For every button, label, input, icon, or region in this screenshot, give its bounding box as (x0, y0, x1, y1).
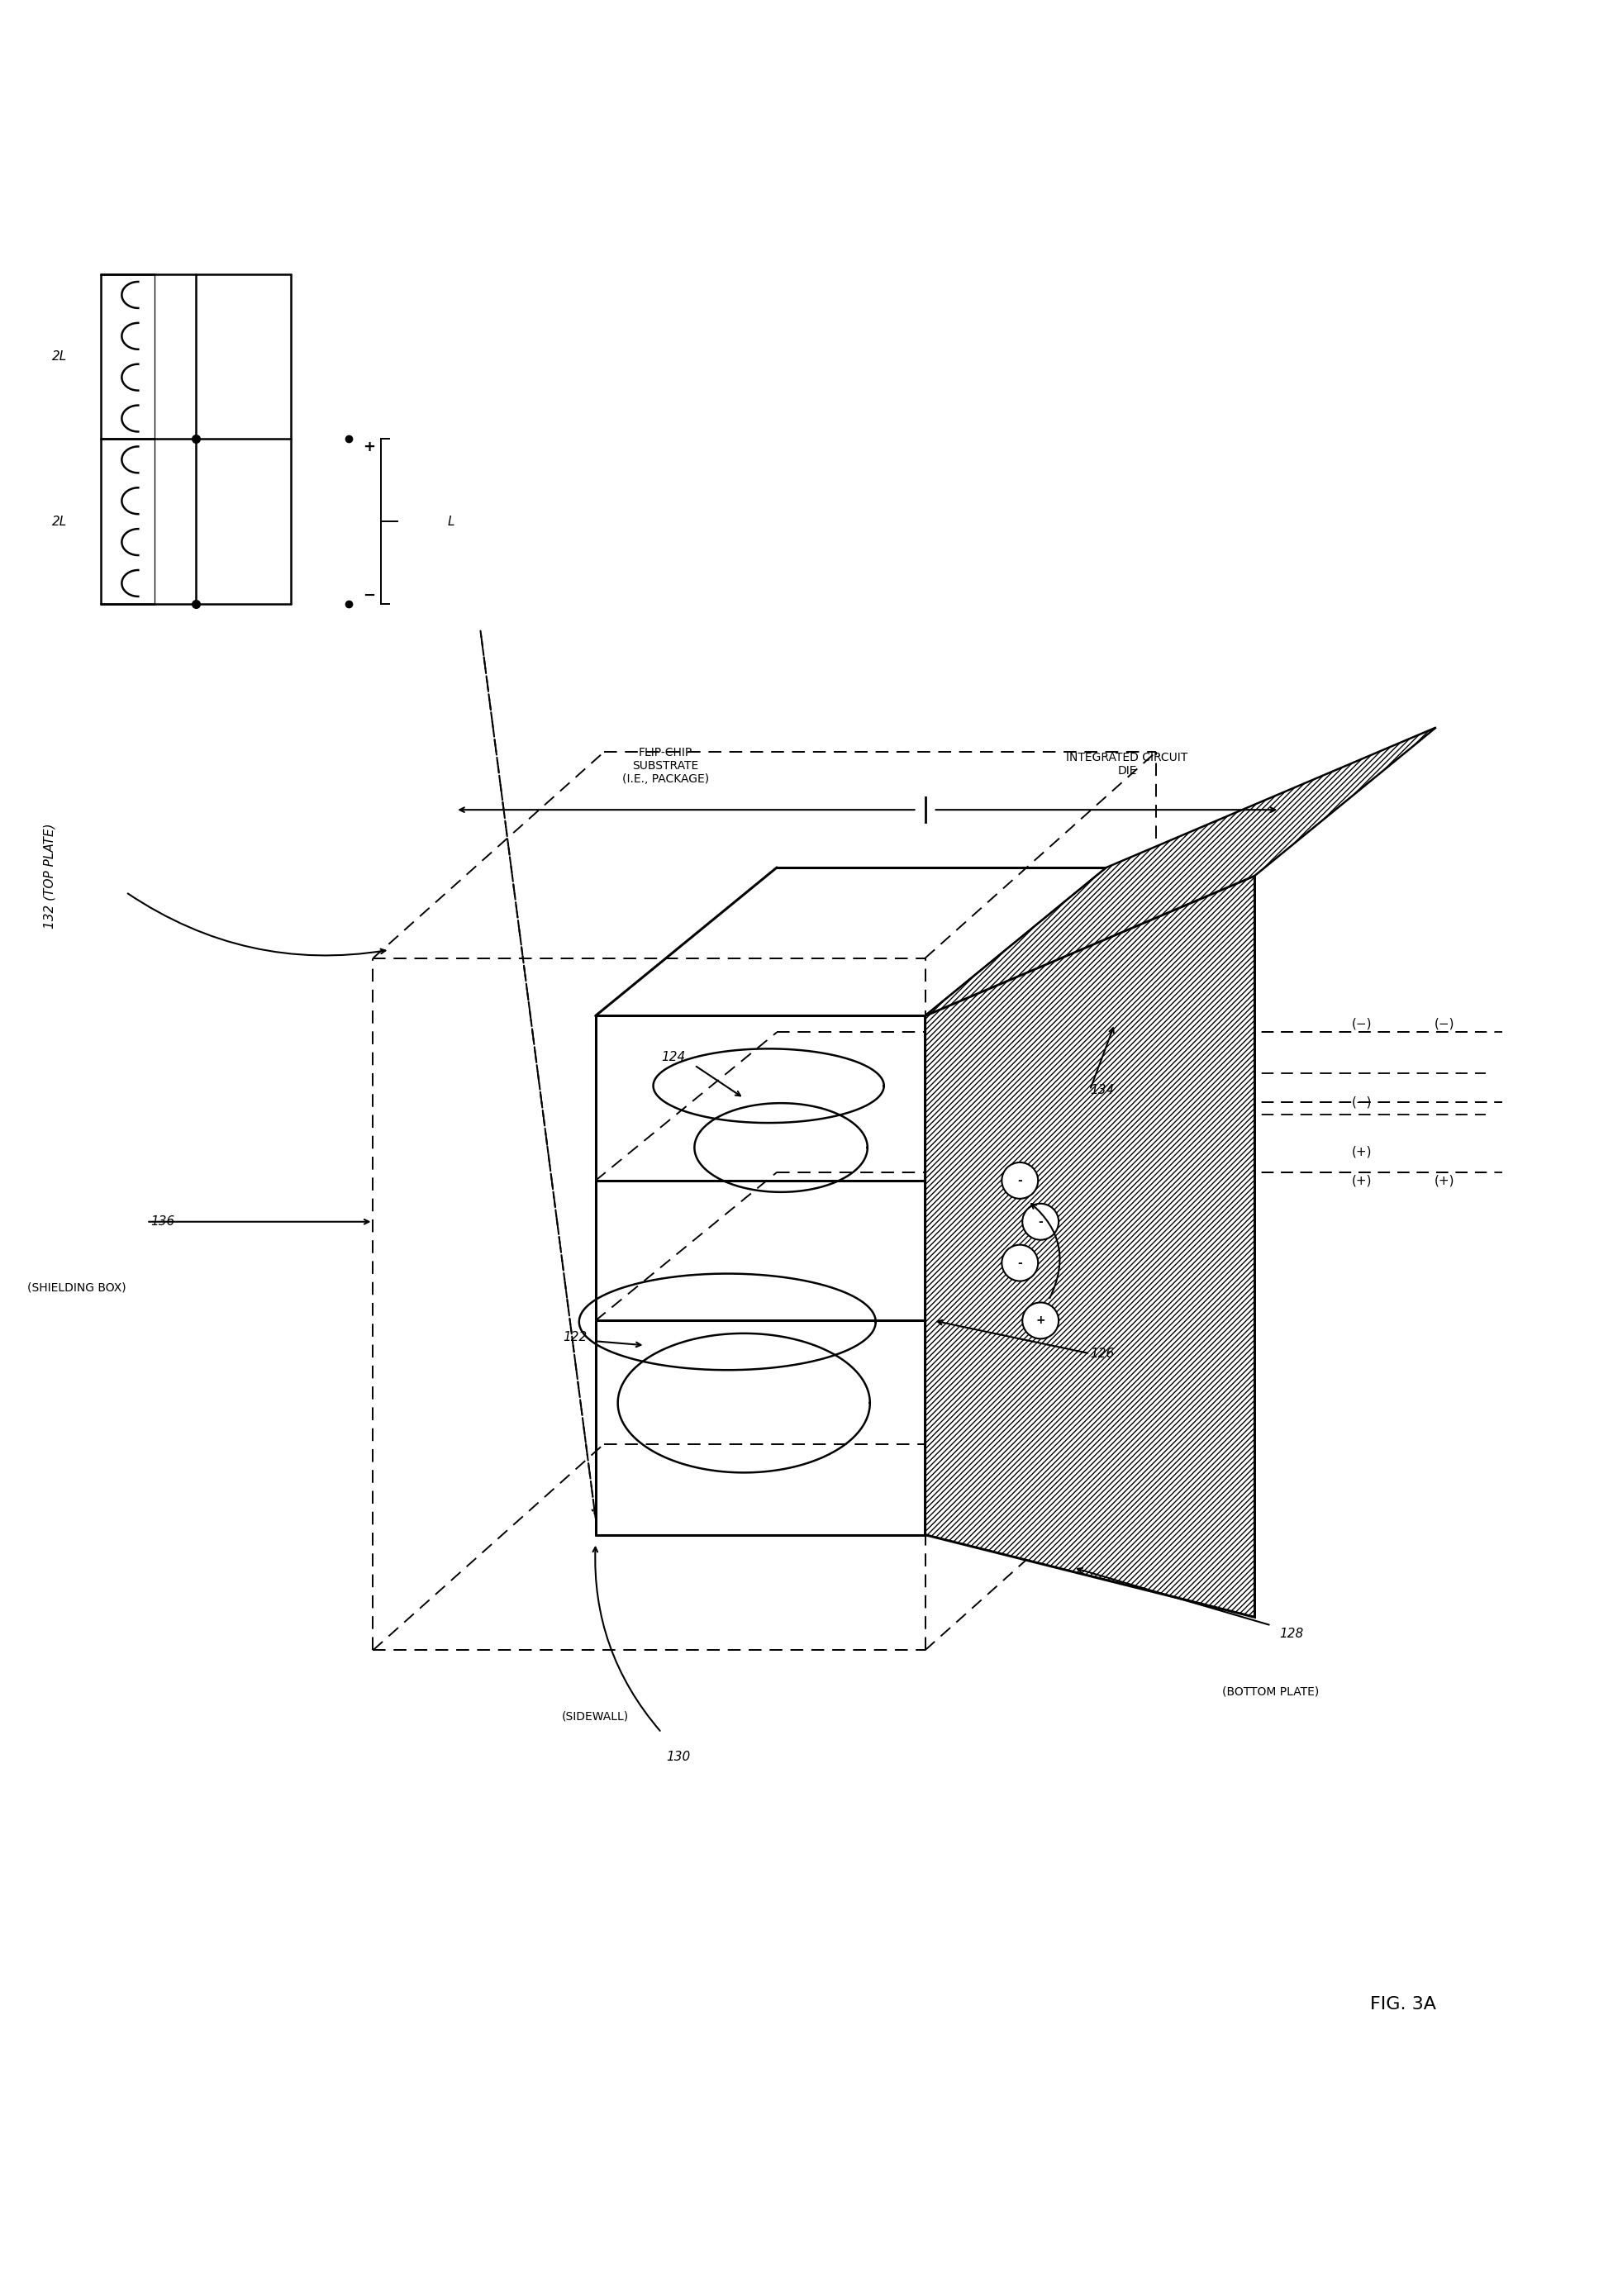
Text: -: - (1039, 1217, 1044, 1228)
Text: INTEGRATED CIRCUIT
DIE: INTEGRATED CIRCUIT DIE (1066, 751, 1187, 776)
Text: 132 (TOP PLATE): 132 (TOP PLATE) (44, 822, 56, 928)
Text: 2L: 2L (52, 514, 66, 528)
Text: (BOTTOM PLATE): (BOTTOM PLATE) (1221, 1685, 1319, 1697)
Text: 126: 126 (1090, 1348, 1115, 1359)
Circle shape (1023, 1203, 1058, 1240)
Text: 130: 130 (666, 1752, 690, 1763)
Text: (−): (−) (1434, 1017, 1455, 1031)
Text: 134: 134 (1090, 1084, 1115, 1095)
Polygon shape (926, 728, 1436, 1015)
Text: L: L (447, 514, 455, 528)
Text: FIG. 3A: FIG. 3A (1369, 1995, 1436, 2014)
Text: 122: 122 (563, 1332, 587, 1343)
Text: 136: 136 (150, 1215, 174, 1228)
Polygon shape (926, 875, 1255, 1616)
Text: 124: 124 (661, 1052, 686, 1063)
Text: +: + (363, 441, 376, 455)
Text: -: - (1018, 1176, 1023, 1187)
Circle shape (1002, 1244, 1039, 1281)
Text: (SHIELDING BOX): (SHIELDING BOX) (27, 1281, 126, 1293)
Text: (SIDEWALL): (SIDEWALL) (561, 1711, 629, 1722)
Circle shape (1023, 1302, 1058, 1339)
Text: FLIP-CHIP
SUBSTRATE
(I.E., PACKAGE): FLIP-CHIP SUBSTRATE (I.E., PACKAGE) (623, 746, 710, 785)
Text: 128: 128 (1279, 1628, 1303, 1639)
Text: −: − (363, 588, 376, 604)
Text: (+): (+) (1352, 1146, 1373, 1157)
Text: -: - (1018, 1258, 1023, 1270)
Text: (+): (+) (1352, 1173, 1373, 1187)
Circle shape (1002, 1162, 1039, 1199)
Text: (+): (+) (1434, 1173, 1455, 1187)
Text: (−): (−) (1352, 1017, 1373, 1031)
Text: (−): (−) (1352, 1095, 1373, 1109)
Text: 2L: 2L (52, 351, 66, 363)
Text: +: + (1036, 1316, 1045, 1327)
